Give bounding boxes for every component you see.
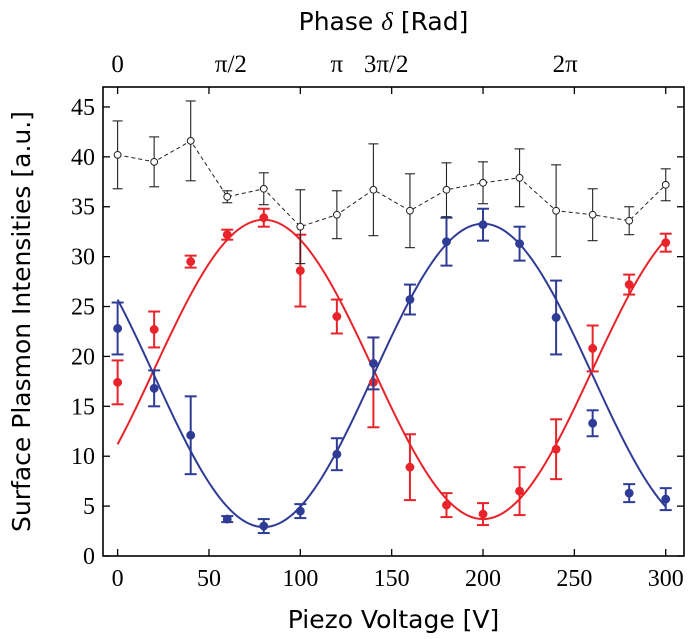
y-tick-label: 30 bbox=[71, 245, 95, 271]
data-point bbox=[442, 500, 451, 510]
x-tick-label: 300 bbox=[648, 566, 684, 592]
data-point bbox=[405, 462, 415, 472]
axis-ticks bbox=[103, 87, 684, 557]
tick-labels: 0 50 100 150 200 250 300 0 5 10 15 20 25 30 35 40 45 0 π/2… bbox=[71, 51, 684, 592]
data-point bbox=[515, 486, 525, 496]
top-tick-label: π/2 bbox=[215, 51, 247, 78]
data-point bbox=[150, 157, 159, 166]
y-tick-label: 45 bbox=[71, 95, 95, 121]
data-point bbox=[406, 206, 414, 215]
fit-curves bbox=[116, 218, 667, 529]
y-tick-label: 25 bbox=[71, 295, 95, 321]
data-point bbox=[295, 266, 305, 276]
data-point bbox=[478, 220, 488, 230]
data-series bbox=[111, 100, 672, 535]
data-point bbox=[186, 257, 196, 267]
data-point bbox=[624, 488, 634, 498]
y-tick-label: 35 bbox=[71, 195, 95, 221]
fit-curve-1 bbox=[116, 222, 667, 529]
data-point bbox=[369, 185, 378, 194]
top-tick-label: 3π/2 bbox=[364, 51, 409, 78]
y-tick-label: 40 bbox=[71, 145, 95, 171]
data-point bbox=[478, 509, 488, 519]
top-axis-title: Phase δ [Rad] bbox=[299, 7, 469, 36]
data-point bbox=[515, 239, 525, 249]
y-tick-label: 15 bbox=[71, 394, 95, 420]
top-axis-title-text: Phase bbox=[299, 7, 374, 36]
data-point bbox=[332, 210, 341, 219]
series-0 bbox=[111, 207, 672, 527]
top-axis-unit: [Rad] bbox=[401, 7, 469, 36]
data-point bbox=[442, 185, 451, 194]
data-point bbox=[259, 213, 269, 223]
top-tick-label: π bbox=[331, 51, 344, 78]
data-point bbox=[588, 210, 597, 219]
series-line-2 bbox=[117, 140, 667, 228]
data-point bbox=[186, 136, 195, 145]
data-point bbox=[296, 222, 305, 231]
y-tick-label: 5 bbox=[83, 494, 95, 520]
data-point bbox=[442, 237, 451, 247]
data-point bbox=[551, 313, 561, 322]
series-2 bbox=[112, 100, 671, 265]
data-point bbox=[479, 178, 487, 187]
plot-frame bbox=[102, 86, 685, 557]
data-point bbox=[661, 180, 670, 189]
data-point bbox=[149, 383, 159, 393]
data-point bbox=[405, 295, 415, 304]
data-point bbox=[368, 358, 378, 368]
x-tick-label: 250 bbox=[556, 566, 592, 592]
series-1 bbox=[111, 207, 672, 535]
top-tick-label: 2π bbox=[553, 51, 579, 78]
data-point bbox=[332, 312, 342, 321]
data-point bbox=[661, 494, 671, 504]
data-point bbox=[222, 230, 232, 240]
data-point bbox=[625, 216, 634, 225]
data-point bbox=[295, 506, 305, 516]
data-point bbox=[259, 184, 268, 193]
data-point bbox=[332, 449, 342, 459]
data-point bbox=[222, 514, 232, 524]
x-tick-label: 150 bbox=[374, 566, 410, 592]
y-tick-label: 0 bbox=[83, 544, 95, 570]
data-point bbox=[515, 173, 524, 182]
data-point bbox=[113, 324, 123, 333]
data-point bbox=[113, 377, 123, 387]
x-tick-label: 50 bbox=[197, 566, 221, 592]
data-point bbox=[551, 444, 561, 454]
data-point bbox=[223, 192, 232, 201]
x-axis-label: Piezo Voltage [V] bbox=[288, 605, 500, 634]
y-tick-label: 10 bbox=[71, 444, 95, 470]
data-point bbox=[552, 206, 561, 215]
data-point bbox=[259, 521, 269, 531]
x-tick-label: 0 bbox=[112, 566, 124, 592]
x-tick-label: 200 bbox=[465, 566, 501, 592]
data-point bbox=[624, 280, 634, 290]
x-tick-label: 100 bbox=[282, 566, 318, 592]
fit-curve-0 bbox=[116, 218, 667, 521]
top-tick-label: 0 bbox=[111, 51, 124, 78]
top-axis-symbol: δ bbox=[381, 9, 393, 36]
data-point bbox=[588, 343, 598, 353]
data-point bbox=[149, 325, 159, 334]
data-point bbox=[186, 430, 196, 440]
y-tick-label: 20 bbox=[71, 344, 95, 370]
y-axis-label: Surface Plasmon Intensities [a.u.] bbox=[7, 111, 36, 532]
data-point bbox=[661, 238, 671, 248]
data-point bbox=[113, 150, 122, 159]
data-point bbox=[588, 418, 598, 428]
